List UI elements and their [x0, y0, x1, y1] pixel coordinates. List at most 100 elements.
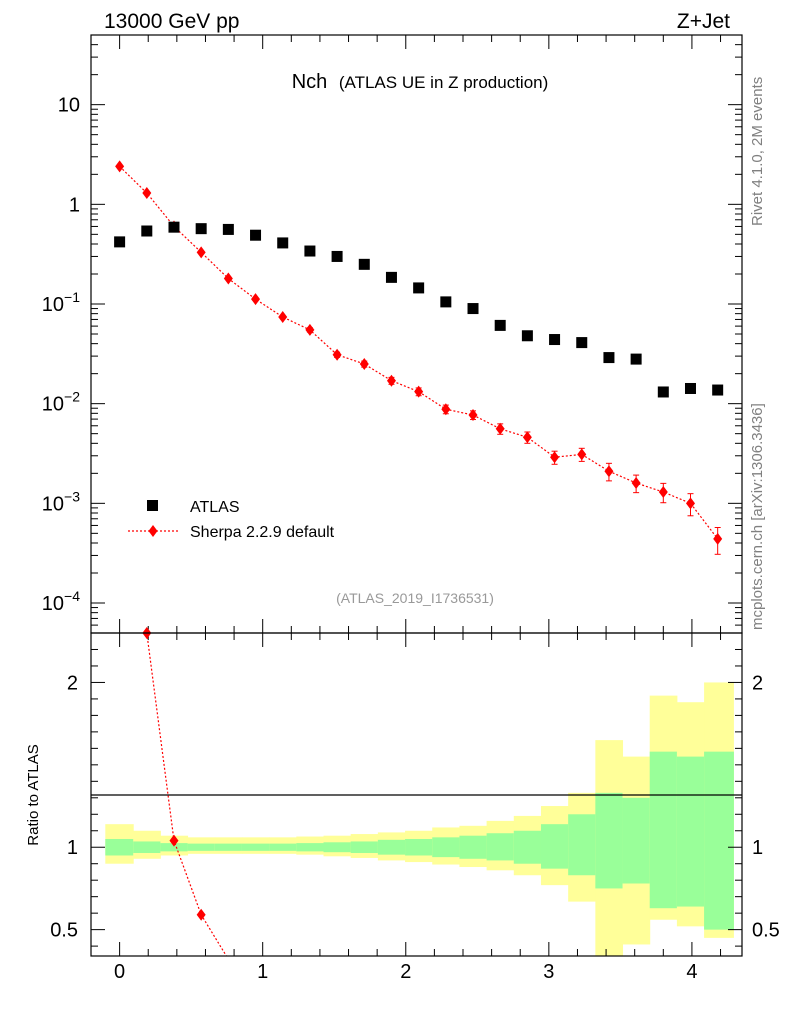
sherpa-point	[604, 465, 614, 478]
plot-title-main: Nch	[292, 71, 328, 93]
y-tick-label-base: 10	[42, 493, 64, 515]
atlas-point	[630, 353, 642, 365]
atlas-point	[195, 223, 207, 235]
y-tick-label: 10−3	[42, 488, 80, 515]
band-inner-bin	[568, 814, 596, 876]
upper-axis-ticks	[90, 34, 742, 634]
y-tick-label-exponent: −4	[64, 588, 80, 604]
band-inner-bin	[622, 797, 651, 884]
atlas-point	[467, 303, 479, 315]
rivet-label: Rivet 4.1.0, 2M events	[749, 77, 766, 226]
sherpa-ratio-line	[146, 633, 228, 956]
y-tick-label: 10−1	[42, 289, 80, 316]
sherpa-point	[441, 403, 451, 416]
band-inner-bin	[377, 839, 406, 855]
ratio-y-tick-label: 2	[67, 672, 78, 694]
lower-tick-labels: 0 1 2 3 4 0.5 0.5 1 1 2 2	[50, 672, 780, 983]
sherpa-point	[550, 451, 560, 464]
y-tick-label-exponent: −3	[64, 488, 80, 504]
atlas-point	[549, 334, 561, 346]
atlas-point	[250, 229, 262, 241]
sherpa-point	[251, 293, 261, 306]
sherpa-point	[223, 272, 233, 285]
sherpa-point	[278, 311, 288, 324]
ratio-y-tick-label-right: 0.5	[752, 920, 780, 942]
atlas-point	[576, 337, 588, 349]
header-right: Z+Jet	[677, 10, 730, 33]
sherpa-point	[495, 422, 505, 435]
analysis-watermark: (ATLAS_2019_I1736531)	[336, 590, 494, 606]
y-tick-label: 10−2	[42, 389, 80, 416]
atlas-point	[657, 386, 669, 398]
sherpa-ratio-point	[169, 834, 179, 847]
ratio-y-tick-label-right: 2	[752, 672, 763, 694]
y-tick-label-base: 10	[42, 593, 64, 615]
x-tick-label: 1	[257, 961, 268, 983]
band-inner-bin	[133, 841, 161, 854]
ratio-y-tick-label: 0.5	[50, 920, 78, 942]
x-tick-label: 3	[543, 961, 554, 983]
atlas-point	[222, 223, 234, 235]
lower-axis-ticks	[90, 633, 742, 956]
y-tick-label-base: 10	[42, 294, 64, 316]
sherpa-series	[115, 160, 723, 555]
ratio-y-tick-label-right: 1	[752, 837, 763, 859]
mcplots-label: mcplots.cern.ch [arXiv:1306.3436]	[749, 403, 766, 630]
atlas-point	[413, 282, 425, 294]
sherpa-point	[468, 408, 478, 421]
band-inner-bin	[187, 843, 216, 851]
band-inner-bin	[513, 830, 542, 864]
band-inner-bin	[649, 751, 678, 909]
band-inner-bin	[105, 838, 134, 856]
legend-sherpa-label: Sherpa 2.2.9 default	[190, 524, 335, 541]
atlas-point	[114, 236, 126, 248]
band-inner-bin	[459, 835, 488, 859]
legend-atlas-label: ATLAS	[190, 499, 240, 516]
sherpa-point	[142, 186, 152, 199]
y-tick-label-base: 10	[58, 95, 80, 117]
ratio-ylabel: Ratio to ATLAS	[25, 744, 42, 845]
atlas-point	[494, 319, 506, 331]
sherpa-point	[713, 532, 723, 545]
sherpa-point	[359, 358, 369, 371]
atlas-point	[684, 382, 696, 394]
atlas-series	[114, 221, 724, 398]
atlas-point	[277, 237, 289, 249]
atlas-point	[141, 225, 153, 237]
header-left: 13000 GeV pp	[104, 10, 239, 33]
y-tick-label-exponent: −2	[64, 389, 80, 405]
band-inner-bin	[432, 837, 460, 858]
band-inner-bin	[214, 843, 243, 851]
legend-atlas-marker	[147, 500, 158, 511]
x-tick-label: 2	[400, 961, 411, 983]
plot-title-sub: (ATLAS UE in Z production)	[339, 73, 548, 92]
sherpa-point	[658, 485, 668, 498]
atlas-point	[385, 271, 397, 283]
band-inner-bin	[595, 792, 624, 889]
band-inner-bin	[540, 824, 569, 869]
x-tick-label: 4	[686, 961, 697, 983]
sherpa-point	[414, 385, 424, 398]
sherpa-point	[522, 431, 532, 444]
atlas-point	[440, 296, 452, 308]
upper-frame	[90, 34, 743, 634]
sherpa-ratio-point	[196, 908, 206, 921]
lower-frame	[90, 632, 743, 957]
atlas-point	[331, 250, 343, 262]
band-inner-bin	[296, 843, 324, 852]
x-tick-label: 0	[114, 961, 125, 983]
uncertainty-bands	[105, 682, 734, 956]
band-inner-bin	[676, 756, 705, 907]
legend-sherpa-marker	[148, 525, 158, 537]
legend: ATLAS Sherpa 2.2.9 default	[128, 499, 335, 541]
sherpa-point	[115, 160, 125, 173]
sherpa-point	[196, 246, 206, 259]
y-tick-label-exponent: −1	[64, 289, 80, 305]
band-inner-bin	[704, 751, 734, 930]
sherpa-point	[631, 476, 641, 489]
sherpa-point	[386, 374, 396, 387]
sherpa-line	[119, 165, 719, 540]
sherpa-point	[685, 497, 695, 510]
atlas-point	[712, 384, 724, 396]
